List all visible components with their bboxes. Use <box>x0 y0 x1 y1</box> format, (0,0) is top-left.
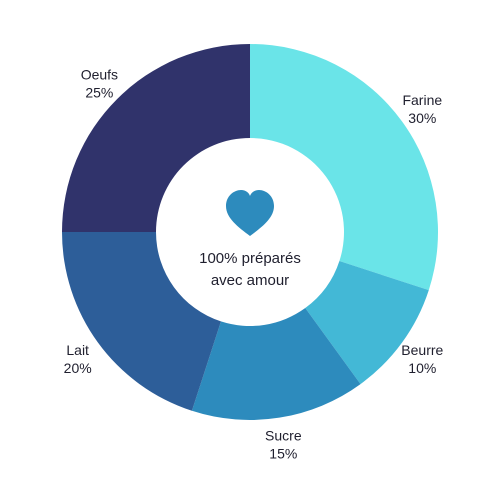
slices-group <box>62 44 438 420</box>
slice-label-beurre: Beurre 10% <box>401 342 443 376</box>
slice-lait <box>62 232 221 411</box>
labels-group: Farine 30% Beurre 10% Sucre 15% Lait 20% Oeufs 25… <box>64 66 444 461</box>
slice-sucre <box>191 308 361 420</box>
slice-label-sucre: Sucre 15% <box>265 427 302 461</box>
slice-label-farine: Farine 30% <box>402 92 442 126</box>
slice-farine <box>250 44 438 291</box>
slice-label-oeufs: Oeufs 25% <box>81 66 118 100</box>
slice-oeufs <box>62 44 250 232</box>
slice-label-lait: Lait 20% <box>64 342 92 376</box>
slice-beurre <box>305 261 429 385</box>
center-text-line2: avec amour <box>211 272 289 289</box>
heart-icon <box>226 190 274 236</box>
center-text-line1: 100% préparés <box>199 250 301 267</box>
center-group: 100% préparés avec amour <box>199 190 301 289</box>
